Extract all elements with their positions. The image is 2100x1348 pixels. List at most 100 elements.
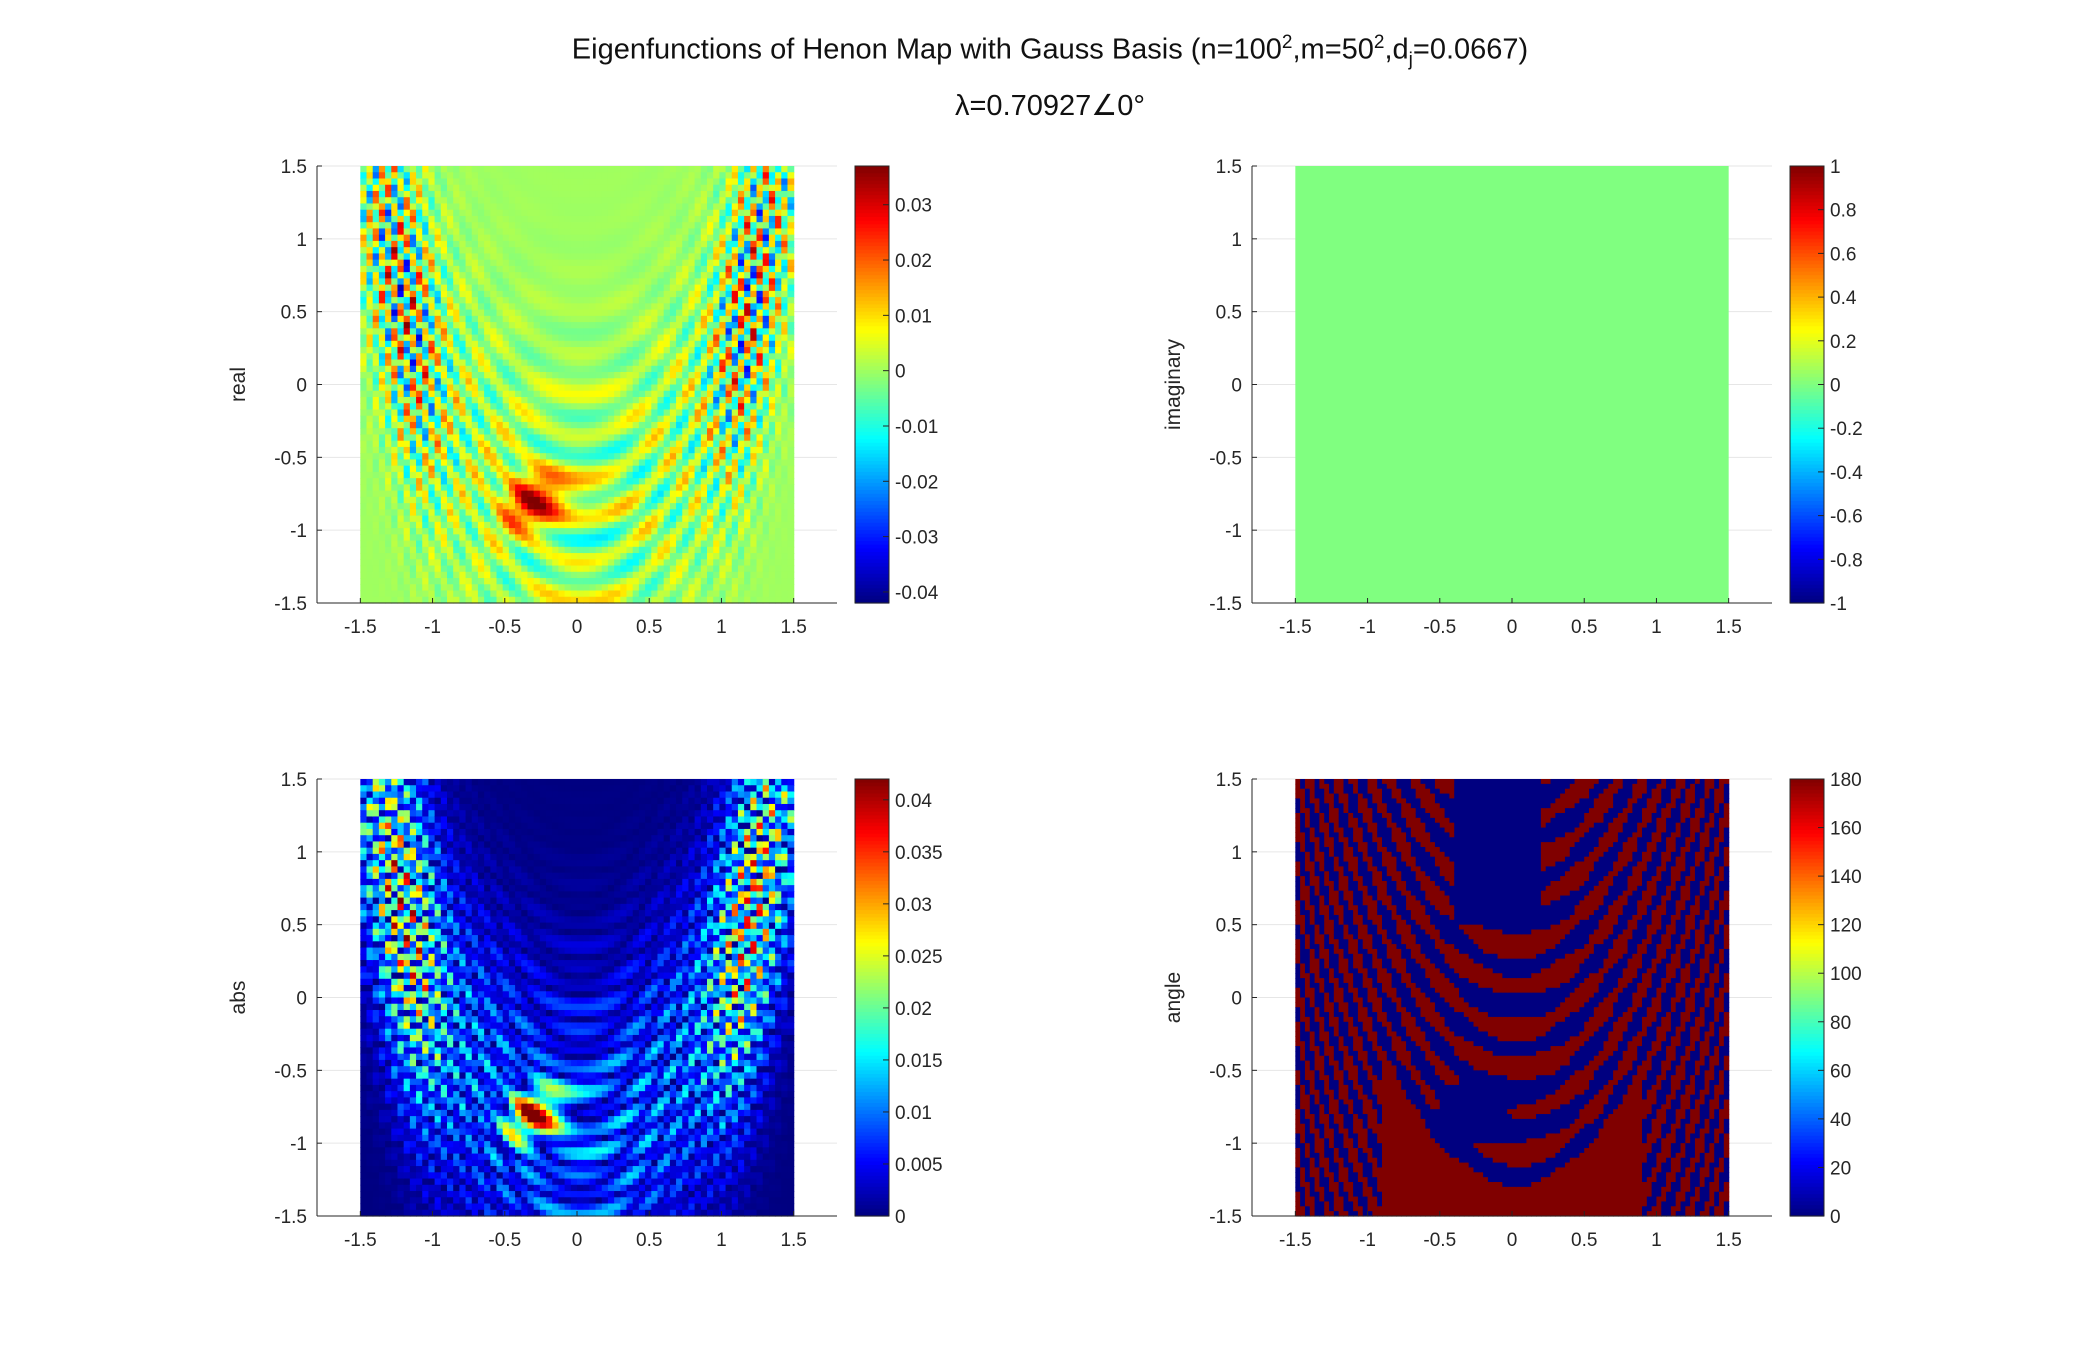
heatmap-cell: [484, 166, 491, 173]
heatmap-cell: [614, 210, 621, 217]
heatmap-cell: [497, 478, 504, 485]
heatmap-cell: [775, 466, 782, 473]
heatmap-cell: [385, 210, 392, 217]
heatmap-cell: [428, 385, 435, 392]
heatmap-cell: [422, 372, 429, 379]
heatmap-cell: [397, 247, 404, 254]
heatmap-cell: [490, 172, 497, 179]
heatmap-cell: [552, 216, 559, 223]
heatmap-cell: [385, 572, 392, 579]
heatmap-cell: [763, 503, 770, 510]
heatmap-cell: [435, 491, 442, 498]
heatmap-cell: [750, 191, 757, 198]
heatmap-cell: [422, 197, 429, 204]
y-tick-label: 0.5: [281, 303, 307, 324]
heatmap-cell: [459, 434, 466, 441]
heatmap-cell: [781, 253, 788, 260]
heatmap-cell: [565, 291, 572, 298]
heatmap-cell: [422, 266, 429, 273]
heatmap-cell: [701, 291, 708, 298]
heatmap-cell: [787, 409, 794, 416]
heatmap-cell: [627, 291, 634, 298]
heatmap-cell: [651, 210, 658, 217]
heatmap-cell: [503, 228, 510, 235]
heatmap-cell: [633, 360, 640, 367]
heatmap-cell: [379, 409, 386, 416]
heatmap-cell: [565, 441, 572, 448]
heatmap-cell: [373, 166, 380, 173]
heatmap-cell: [422, 322, 429, 329]
heatmap-cell: [422, 397, 429, 404]
heatmap-cell: [645, 391, 652, 398]
heatmap-cell: [565, 278, 572, 285]
heatmap-cell: [750, 166, 757, 173]
heatmap-cell: [373, 191, 380, 198]
heatmap-cell: [589, 310, 596, 317]
heatmap-cell: [633, 528, 640, 535]
heatmap-cell: [608, 391, 615, 398]
heatmap-cell: [757, 447, 764, 454]
heatmap-cell: [608, 459, 615, 466]
heatmap-cell: [527, 253, 534, 260]
heatmap-cell: [787, 484, 794, 491]
heatmap-cell: [664, 178, 671, 185]
heatmap-cell: [695, 291, 702, 298]
heatmap-cell: [360, 466, 367, 473]
heatmap-cell: [688, 278, 695, 285]
heatmap-cell: [651, 578, 658, 585]
heatmap-cell: [589, 503, 596, 510]
heatmap-cell: [410, 516, 417, 523]
heatmap-cell: [478, 434, 485, 441]
heatmap-cell: [360, 241, 367, 248]
heatmap-cell: [769, 541, 776, 548]
heatmap-cell: [447, 453, 454, 460]
heatmap-cell: [744, 247, 751, 254]
heatmap-cell: [546, 210, 553, 217]
heatmap-cell: [558, 497, 565, 504]
heatmap-cell: [472, 428, 479, 435]
heatmap-cell: [397, 353, 404, 360]
heatmap-cell: [614, 366, 621, 373]
heatmap-cell: [422, 203, 429, 210]
heatmap-cell: [521, 484, 528, 491]
heatmap-cell: [688, 335, 695, 342]
heatmap-cell: [410, 416, 417, 423]
heatmap-cell: [688, 166, 695, 173]
heatmap-cell: [664, 303, 671, 310]
heatmap-cell: [478, 459, 485, 466]
heatmap-cell: [521, 378, 528, 385]
heatmap-cell: [503, 322, 510, 329]
heatmap-cell: [453, 360, 460, 367]
heatmap-cell: [534, 478, 541, 485]
heatmap-cell: [391, 422, 398, 429]
heatmap-cell: [676, 266, 683, 273]
heatmap-cell: [713, 409, 720, 416]
heatmap-cell: [602, 297, 609, 304]
heatmap-cell: [565, 578, 572, 585]
heatmap-cell: [750, 322, 757, 329]
heatmap-cell: [757, 528, 764, 535]
heatmap-cell: [713, 360, 720, 367]
heatmap-cell: [534, 534, 541, 541]
heatmap-cell: [682, 447, 689, 454]
heatmap-cell: [670, 572, 677, 579]
heatmap-cell: [608, 260, 615, 267]
heatmap-cell: [404, 584, 411, 591]
heatmap-cell: [534, 397, 541, 404]
heatmap-cell: [701, 235, 708, 242]
heatmap-cell: [633, 278, 640, 285]
heatmap-cell: [583, 459, 590, 466]
heatmap-cell: [404, 559, 411, 566]
heatmap-cell: [769, 441, 776, 448]
heatmap-cell: [602, 491, 609, 498]
heatmap-cell: [688, 247, 695, 254]
heatmap-cell: [614, 247, 621, 254]
heatmap-cell: [589, 247, 596, 254]
heatmap-cell: [614, 441, 621, 448]
heatmap-cell: [503, 360, 510, 367]
heatmap-cell: [571, 416, 578, 423]
heatmap-cell: [484, 178, 491, 185]
heatmap-cell: [459, 453, 466, 460]
heatmap-cell: [416, 484, 423, 491]
heatmap-cell: [379, 253, 386, 260]
